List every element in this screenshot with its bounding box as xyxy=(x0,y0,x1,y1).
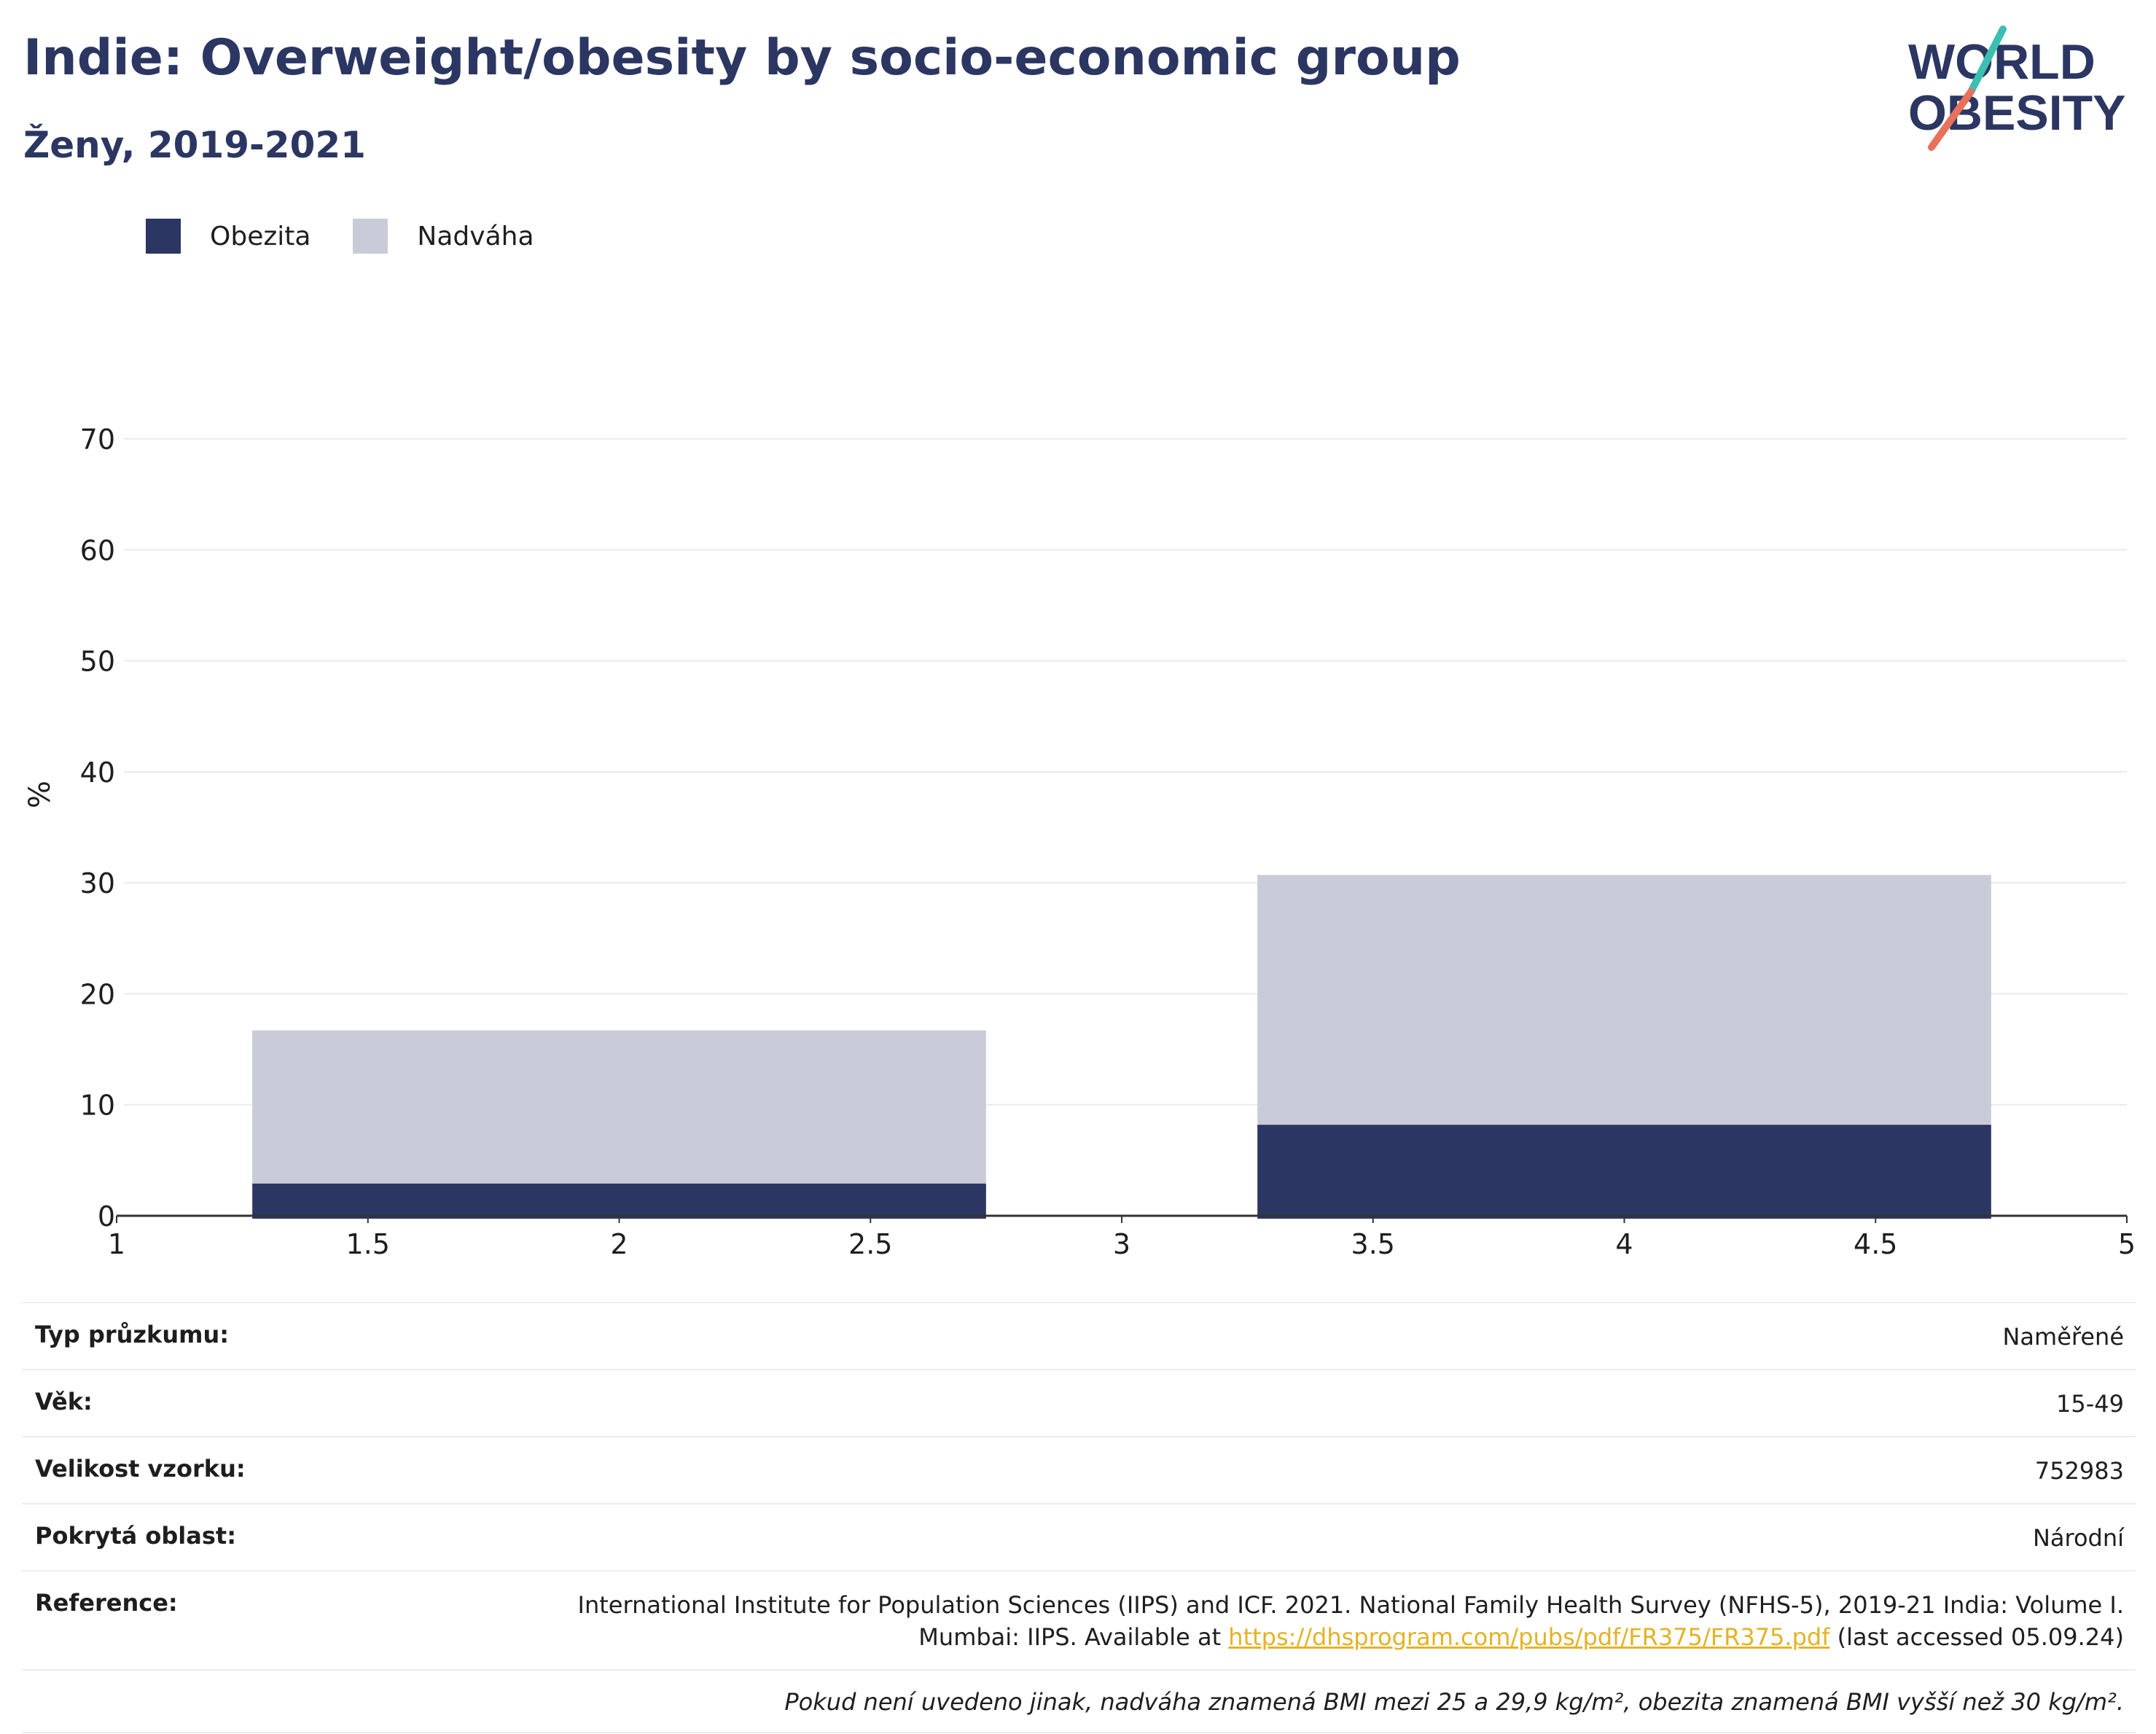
y-tick-label-10: 10 xyxy=(80,1090,115,1122)
axes: 0 10 20 30 40 50 60 70 1 1.5 2 2.5 3 3.5 4 4.5 5 xyxy=(80,423,2136,1260)
legend-label-obezita: Obezita xyxy=(210,221,311,251)
area-value: Národní xyxy=(2032,1524,2124,1552)
bar-obezita-1 xyxy=(252,1183,986,1219)
legend-label-nadvaha: Nadváha xyxy=(417,221,534,251)
x-tick-label-3.5: 3.5 xyxy=(1351,1228,1395,1260)
area-label: Pokrytá oblast: xyxy=(35,1522,236,1550)
logo-slash-coral xyxy=(1928,88,1975,151)
reference-line-1: International Institute for Population S… xyxy=(577,1591,2124,1619)
sample-size-label: Velikost vzorku: xyxy=(35,1455,246,1483)
legend-item-nadvaha[interactable]: Nadváha xyxy=(353,219,534,254)
bars xyxy=(252,875,1991,1219)
x-tick-label-3: 3 xyxy=(1113,1228,1130,1260)
world-obesity-logo: WORLD OBESITY xyxy=(1908,26,2126,151)
reference-line-2-prefix: Mumbai: IIPS. Available at xyxy=(918,1623,1229,1651)
y-tick-label-40: 40 xyxy=(80,757,115,789)
chart-title: Indie: Overweight/obesity by socio-econo… xyxy=(23,29,1461,87)
legend-item-obezita[interactable]: Obezita xyxy=(146,219,310,254)
legend-swatch-nadvaha xyxy=(353,219,388,254)
legend-swatch-obezita xyxy=(146,219,181,254)
x-tick-label-2: 2 xyxy=(610,1228,628,1260)
bar-obezita-2 xyxy=(1257,1125,1991,1219)
y-tick-label-70: 70 xyxy=(80,423,115,456)
x-tick-label-5: 5 xyxy=(2118,1228,2136,1260)
age-value: 15-49 xyxy=(2056,1390,2124,1418)
meta-row-note: Pokud není uvedeno jinak, nadváha znamen… xyxy=(22,1671,2136,1733)
y-tick-label-60: 60 xyxy=(80,534,115,566)
meta-row-survey-type: Typ průzkumu: Naměřené xyxy=(22,1303,2136,1370)
logo-slash-teal xyxy=(1967,26,2007,95)
x-tick-label-1.5: 1.5 xyxy=(346,1228,390,1260)
definition-note: Pokud není uvedeno jinak, nadváha znamen… xyxy=(784,1688,2124,1716)
logo-world-text: WORLD xyxy=(1908,34,2096,90)
chart-legend: Obezita Nadváha xyxy=(146,216,577,257)
sample-size-value: 752983 xyxy=(2034,1457,2124,1485)
chart-subtitle: Ženy, 2019-2021 xyxy=(23,124,366,166)
x-tick-label-1: 1 xyxy=(108,1228,125,1260)
bar-nadvaha-2 xyxy=(1257,875,1991,1125)
survey-type-label: Typ průzkumu: xyxy=(35,1321,230,1348)
reference-link[interactable]: https://dhsprogram.com/pubs/pdf/FR375/FR… xyxy=(1228,1623,1830,1651)
reference-line-2-suffix: (last accessed 05.09.24) xyxy=(1829,1623,2124,1651)
reference-label: Reference: xyxy=(35,1589,178,1617)
y-tick-label-50: 50 xyxy=(80,646,115,678)
meta-row-area: Pokrytá oblast: Národní xyxy=(22,1504,2136,1571)
meta-row-reference: Reference: International Institute for P… xyxy=(22,1571,2136,1671)
meta-row-age: Věk: 15-49 xyxy=(22,1370,2136,1437)
chart-plot: 0 10 20 30 40 50 60 70 1 1.5 2 2.5 3 3.5 4 4.5 5 % xyxy=(23,423,2136,1260)
reference-value: International Institute for Population S… xyxy=(578,1589,2124,1653)
meta-row-sample-size: Velikost vzorku: 752983 xyxy=(22,1437,2136,1504)
reference-line-2: Mumbai: IIPS. Available at https://dhspr… xyxy=(578,1621,2124,1653)
y-tick-label-20: 20 xyxy=(80,978,115,1010)
x-tick-label-4.5: 4.5 xyxy=(1854,1228,1897,1260)
y-tick-label-0: 0 xyxy=(98,1200,115,1233)
bar-nadvaha-1 xyxy=(252,1030,986,1184)
y-tick-label-30: 30 xyxy=(80,867,115,899)
age-label: Věk: xyxy=(35,1388,93,1415)
x-tick-label-4: 4 xyxy=(1615,1228,1633,1260)
y-axis-label: % xyxy=(23,781,57,808)
x-tick-label-2.5: 2.5 xyxy=(848,1228,892,1260)
survey-type-value: Naměřené xyxy=(2002,1323,2124,1351)
metadata-table: Typ průzkumu: Naměřené Věk: 15-49 Veliko… xyxy=(22,1302,2136,1733)
